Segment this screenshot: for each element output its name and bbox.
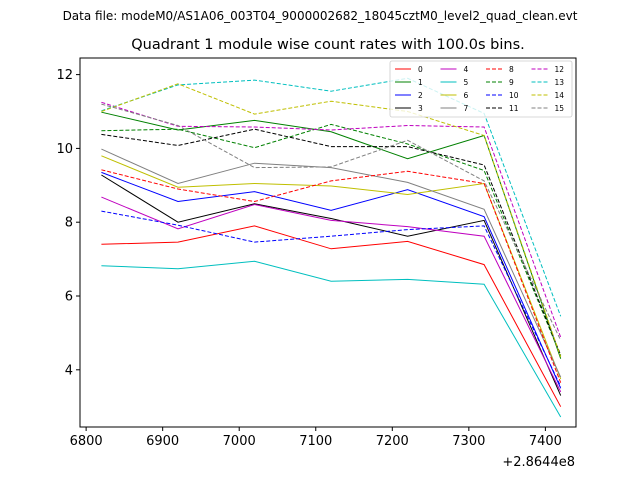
legend-label-3: 3 <box>418 104 423 113</box>
series-line-12 <box>101 101 562 338</box>
series-line-14 <box>101 83 562 358</box>
y-tick-label: 10 <box>56 142 73 157</box>
legend-label-6: 6 <box>464 91 469 100</box>
legend-label-11: 11 <box>509 104 519 113</box>
x-tick-label: 6800 <box>70 434 103 449</box>
y-axis: 4 6 8 10 12 <box>56 68 80 378</box>
legend-label-7: 7 <box>464 104 469 113</box>
series-line-5 <box>101 260 562 418</box>
x-tick-label: 7300 <box>452 434 485 449</box>
legend-label-12: 12 <box>555 65 565 74</box>
series-line-7 <box>101 148 562 378</box>
legend-label-0: 0 <box>418 65 423 74</box>
series-line-11 <box>101 128 562 356</box>
plot-frame <box>79 57 577 428</box>
series-line-9 <box>101 123 562 356</box>
legend-label-1: 1 <box>418 78 423 87</box>
x-offset-label: +2.8644e8 <box>502 455 575 470</box>
x-axis: 6800 6900 7000 7100 7200 7300 7400 <box>70 427 562 449</box>
series-line-10 <box>101 210 562 387</box>
x-tick-label: 7000 <box>223 434 256 449</box>
legend-label-5: 5 <box>464 78 469 87</box>
x-tick-label: 7400 <box>529 434 562 449</box>
x-tick-label: 7100 <box>299 434 332 449</box>
series-line-3 <box>101 174 562 396</box>
y-tick-label: 12 <box>56 68 73 83</box>
y-tick-label: 4 <box>65 363 73 378</box>
data-file-label: Data file: modeM0/AS1A06_003T04_90000026… <box>63 9 578 23</box>
y-tick-label: 8 <box>65 216 73 231</box>
plot-lines <box>101 77 562 418</box>
series-line-4 <box>101 196 562 393</box>
series-line-2 <box>101 171 562 389</box>
y-tick-label: 6 <box>65 290 73 305</box>
legend-label-13: 13 <box>555 78 565 87</box>
legend-label-15: 15 <box>555 104 565 113</box>
x-tick-label: 7200 <box>376 434 409 449</box>
legend-label-14: 14 <box>555 91 565 100</box>
series-line-0 <box>101 225 562 407</box>
chart-title: Quadrant 1 module wise count rates with … <box>131 37 525 53</box>
legend-label-9: 9 <box>509 78 514 87</box>
series-line-15 <box>101 103 562 341</box>
legend-label-10: 10 <box>509 91 519 100</box>
legend-box <box>389 60 573 118</box>
x-tick-label: 6900 <box>146 434 179 449</box>
legend-label-4: 4 <box>464 65 469 74</box>
legend-label-8: 8 <box>509 65 514 74</box>
series-line-8 <box>101 169 562 383</box>
legend-label-2: 2 <box>418 91 423 100</box>
